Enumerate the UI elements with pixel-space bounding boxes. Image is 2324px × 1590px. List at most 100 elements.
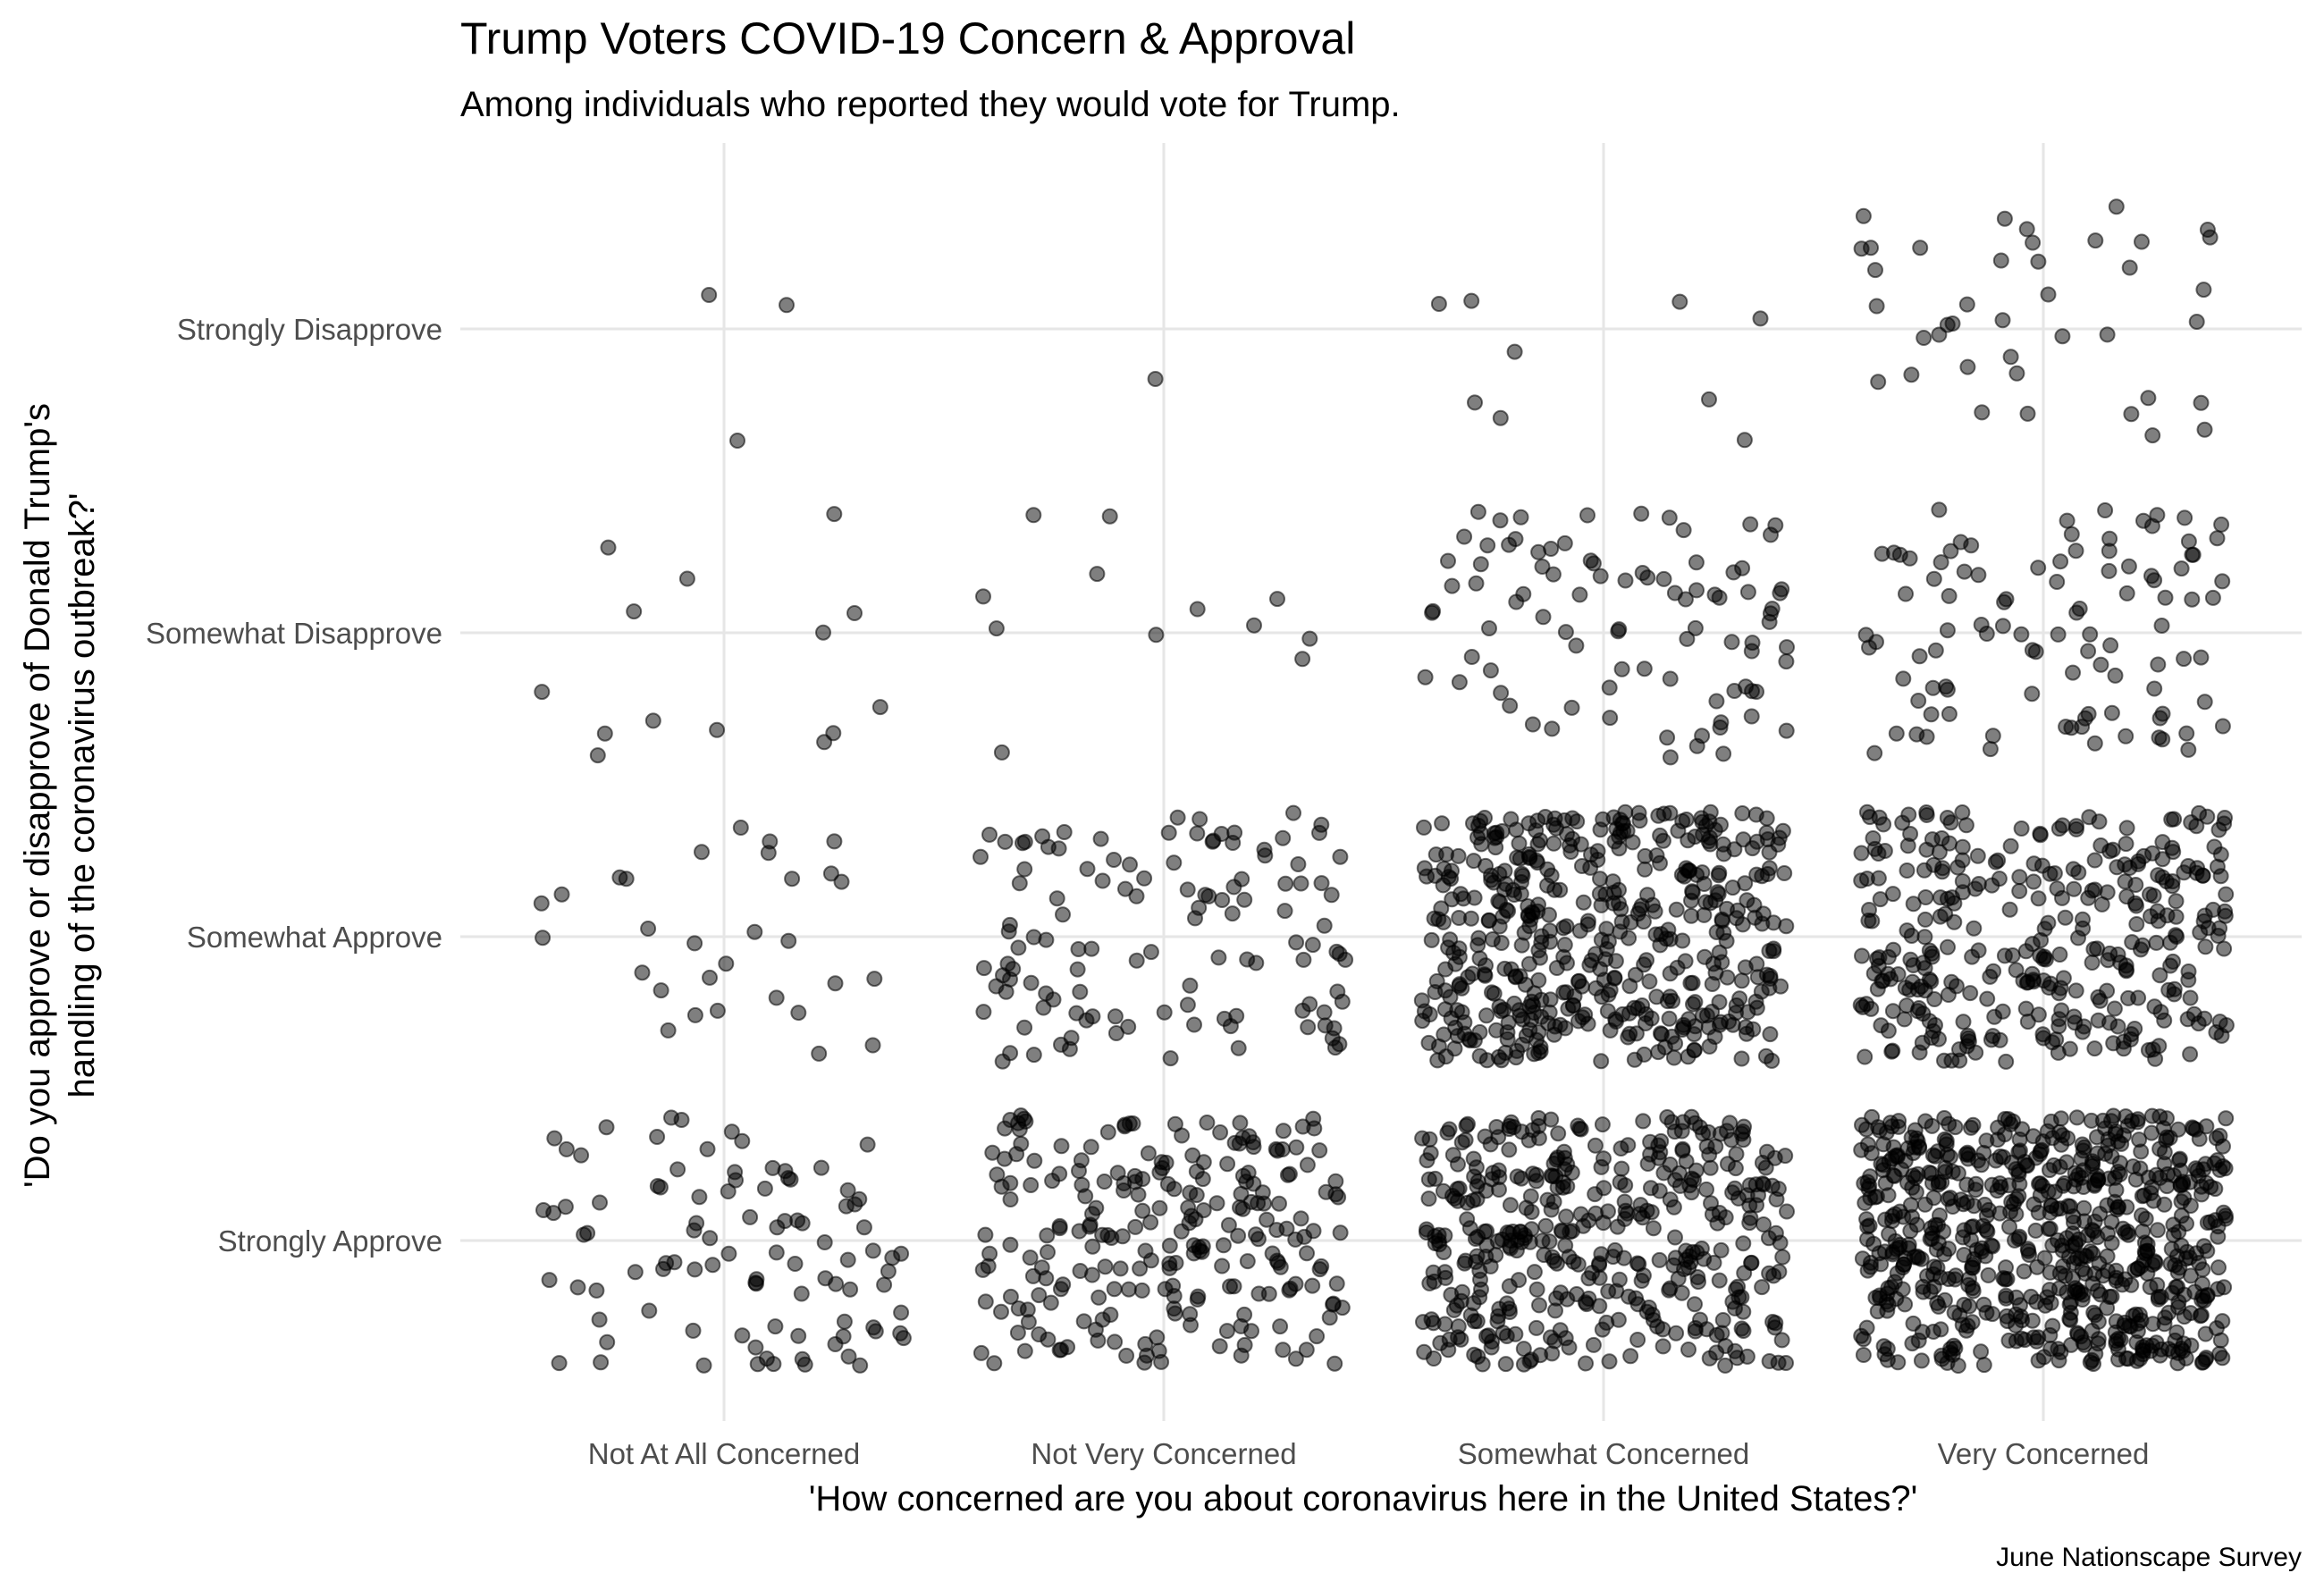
data-point — [1148, 627, 1165, 644]
data-point — [626, 603, 643, 620]
data-point — [1493, 685, 1510, 702]
data-point — [1895, 670, 1912, 687]
data-point — [1728, 1146, 1745, 1163]
data-point — [1413, 992, 1430, 1009]
data-point — [1166, 1115, 1183, 1132]
data-point — [1182, 977, 1199, 994]
data-point — [1031, 1326, 1048, 1342]
data-point — [2212, 868, 2229, 885]
data-point — [1507, 1325, 1524, 1342]
data-point — [1290, 856, 1307, 872]
data-point — [1497, 876, 1514, 892]
data-point — [1661, 509, 1678, 526]
data-point — [836, 1313, 853, 1330]
data-point — [1739, 1025, 1755, 1042]
data-point — [1311, 1142, 1328, 1159]
data-point — [2097, 502, 2114, 518]
data-point — [1770, 1181, 1787, 1198]
data-point — [1545, 1156, 1562, 1172]
data-point — [2065, 664, 2081, 681]
data-point — [1107, 1025, 1124, 1041]
data-point — [1189, 825, 1206, 842]
data-point — [1502, 697, 1519, 714]
data-point — [1667, 1172, 1684, 1189]
data-point — [2183, 814, 2200, 831]
data-point — [1107, 1008, 1124, 1025]
data-point — [1050, 840, 1067, 857]
data-point — [993, 744, 1010, 761]
data-point — [1293, 1210, 1309, 1227]
data-point — [1916, 960, 1933, 977]
data-point — [769, 1219, 786, 1236]
data-point — [842, 1281, 859, 1298]
data-point — [1694, 864, 1711, 881]
data-point — [2032, 825, 2049, 842]
data-point — [2152, 1289, 2169, 1305]
data-point — [1958, 1038, 1975, 1055]
data-point — [553, 886, 570, 903]
data-point — [1713, 714, 1730, 731]
data-point — [1501, 1278, 1518, 1295]
data-point — [1925, 570, 1942, 587]
data-point — [1778, 722, 1795, 739]
data-point — [790, 1327, 807, 1344]
data-point — [2039, 1289, 2056, 1306]
data-point — [1736, 1118, 1752, 1135]
data-point — [794, 1350, 811, 1367]
data-point — [2052, 553, 2069, 570]
data-point — [1543, 867, 1560, 884]
data-point — [1099, 1227, 1116, 1243]
data-point — [1462, 1307, 1479, 1324]
data-point — [2118, 957, 2135, 974]
data-point — [1248, 1226, 1264, 1243]
data-point — [1001, 916, 1018, 933]
data-point — [1601, 1353, 1618, 1370]
data-point — [993, 1303, 1009, 1320]
data-point — [1528, 1319, 1545, 1336]
data-point — [2128, 916, 2145, 932]
data-point — [1199, 1115, 1216, 1131]
data-point — [541, 1272, 558, 1289]
data-point — [1419, 1152, 1436, 1169]
data-point — [1651, 1251, 1668, 1268]
data-point — [1975, 1357, 1992, 1374]
data-point — [641, 1302, 658, 1319]
data-point — [2140, 1042, 2157, 1058]
data-point — [1870, 1119, 1887, 1136]
data-point — [2164, 878, 2181, 895]
data-point — [1545, 566, 1562, 583]
data-point — [1959, 358, 1976, 375]
data-point — [2024, 686, 2041, 702]
data-point — [1960, 1276, 1977, 1293]
data-point — [1313, 816, 1330, 833]
data-point — [981, 826, 998, 843]
data-point — [1451, 910, 1468, 926]
data-point — [1122, 856, 1138, 873]
data-point — [2034, 1026, 2051, 1043]
x-tick-label: Not Very Concerned — [1031, 1437, 1296, 1470]
data-point — [1162, 1050, 1179, 1067]
data-point — [734, 1132, 751, 1149]
data-point — [1301, 996, 1318, 1013]
data-point — [1589, 843, 1606, 860]
data-point — [1613, 660, 1630, 677]
data-point — [2044, 1237, 2061, 1254]
data-point — [1987, 1152, 2004, 1169]
data-point — [1964, 1314, 1981, 1331]
data-point — [1055, 906, 1071, 923]
data-point — [2165, 1226, 2182, 1243]
data-point — [1711, 589, 1728, 606]
data-point — [1924, 1174, 1941, 1191]
data-point — [588, 1282, 605, 1299]
data-point — [1451, 674, 1468, 691]
data-point — [1948, 1267, 1964, 1284]
data-point — [1010, 1300, 1027, 1317]
data-point — [1471, 950, 1488, 967]
data-point — [1277, 875, 1294, 892]
data-point — [1451, 978, 1468, 994]
data-point — [1097, 1258, 1114, 1275]
data-point — [2134, 1207, 2150, 1224]
data-point — [1187, 910, 1203, 927]
data-point — [1008, 1146, 1025, 1163]
data-point — [1288, 1139, 1305, 1156]
